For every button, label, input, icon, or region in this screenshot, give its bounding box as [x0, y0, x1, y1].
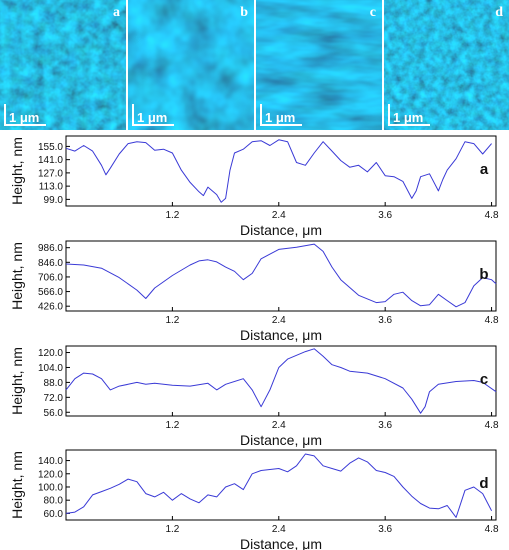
x-tick-label: 3.6 — [378, 210, 392, 221]
x-tick-label: 3.6 — [378, 524, 392, 535]
y-tick-label: 155.0 — [38, 142, 63, 153]
x-tick-label: 1.2 — [165, 210, 179, 221]
y-tick-label: 566.0 — [38, 287, 63, 298]
y-tick-label: 846.0 — [38, 258, 63, 269]
profile-chart-d: 140.0 120.0 100.0 80.0 60.0 1.2 2.4 3.6 4.8 Dista… — [9, 449, 499, 550]
plot-frame — [65, 345, 497, 417]
y-tick-label: 88.0 — [44, 378, 64, 389]
x-tick-label: 4.8 — [485, 420, 499, 431]
x-tick-label: 1.2 — [165, 315, 179, 326]
panel-letter: d — [479, 475, 488, 492]
plot-frame — [65, 135, 497, 207]
scale-bar — [132, 104, 174, 126]
afm-image-c: c 1 μm — [256, 0, 382, 130]
afm-texture-b — [128, 0, 254, 130]
scale-bar — [388, 104, 430, 126]
y-tick-label: 72.0 — [44, 393, 64, 404]
afm-texture-d — [384, 0, 509, 130]
image-letter: b — [240, 5, 248, 20]
x-tick-label: 4.8 — [485, 315, 499, 326]
afm-image-b: b 1 μm — [128, 0, 254, 130]
y-tick-label: 127.0 — [38, 168, 63, 179]
image-letter: c — [369, 5, 376, 20]
afm-texture-c — [256, 0, 382, 130]
height-profile-charts: 155.0 141.0 127.0 113.0 99.0 1.2 2.4 3.6 4.8 Dist… — [9, 135, 499, 550]
y-tick-label: 104.0 — [38, 363, 63, 374]
y-axis-label: Height, nm — [9, 137, 25, 205]
scale-bar — [4, 104, 46, 126]
panel-letter: a — [480, 161, 489, 178]
afm-image-d: d 1 μm — [384, 0, 509, 130]
x-tick-label: 1.2 — [165, 420, 179, 431]
image-letter: d — [495, 5, 503, 20]
y-tick-label: 60.0 — [44, 509, 64, 520]
x-tick-label: 3.6 — [378, 315, 392, 326]
scale-label: 1 μm — [265, 110, 296, 125]
y-axis-label: Height, nm — [9, 242, 25, 310]
x-tick-label: 2.4 — [272, 420, 286, 431]
y-axis-label: Height, nm — [9, 451, 25, 519]
x-tick-label: 4.8 — [485, 210, 499, 221]
profile-chart-b: 986.0 846.0 706.0 566.0 426.0 1.2 2.4 3.6 4.8 Dis… — [9, 240, 499, 343]
scale-label: 1 μm — [9, 110, 40, 125]
y-tick-label: 986.0 — [38, 243, 63, 254]
y-tick-label: 120.0 — [38, 348, 63, 359]
scale-label: 1 μm — [137, 110, 168, 125]
y-tick-label: 80.0 — [44, 496, 64, 507]
y-axis-label: Height, nm — [9, 347, 25, 415]
profile-chart-c: 120.0 104.0 88.0 72.0 56.0 1.2 2.4 3.6 4.8 Distan… — [9, 345, 499, 448]
plot-frame — [65, 240, 497, 312]
panel-letter: c — [480, 371, 488, 388]
y-tick-label: 113.0 — [39, 182, 64, 193]
y-tick-label: 426.0 — [38, 302, 63, 313]
x-tick-label: 4.8 — [485, 524, 499, 535]
height-profile-line — [65, 453, 493, 518]
x-axis-label: Distance, μm — [240, 536, 322, 550]
y-tick-label: 99.0 — [44, 195, 64, 206]
height-profile-line — [65, 139, 492, 203]
x-axis-label: Distance, μm — [240, 222, 322, 238]
afm-image-a: a 1 μm — [0, 0, 126, 130]
scale-bar — [260, 104, 302, 126]
y-tick-label: 140.0 — [38, 456, 63, 467]
x-tick-label: 2.4 — [272, 210, 286, 221]
y-tick-label: 100.0 — [38, 482, 63, 493]
y-tick-label: 56.0 — [44, 408, 64, 419]
x-tick-label: 2.4 — [272, 524, 286, 535]
x-axis-label: Distance, μm — [240, 432, 322, 448]
x-tick-label: 2.4 — [272, 315, 286, 326]
x-tick-label: 3.6 — [378, 420, 392, 431]
height-profile-line — [65, 348, 497, 414]
x-tick-label: 1.2 — [165, 524, 179, 535]
y-tick-label: 141.0 — [38, 155, 63, 166]
height-profile-line — [65, 243, 497, 308]
profile-chart-a: 155.0 141.0 127.0 113.0 99.0 1.2 2.4 3.6 4.8 Dist… — [9, 135, 499, 238]
y-tick-label: 120.0 — [38, 469, 63, 480]
image-letter: a — [113, 5, 120, 20]
y-tick-label: 706.0 — [38, 272, 63, 283]
x-axis-label: Distance, μm — [240, 327, 322, 343]
afm-texture-a — [0, 0, 126, 130]
plot-frame — [65, 449, 497, 521]
panel-letter: b — [479, 266, 488, 283]
afm-image-strip: a 1 μm b 1 μm — [0, 0, 509, 130]
scale-label: 1 μm — [393, 110, 424, 125]
